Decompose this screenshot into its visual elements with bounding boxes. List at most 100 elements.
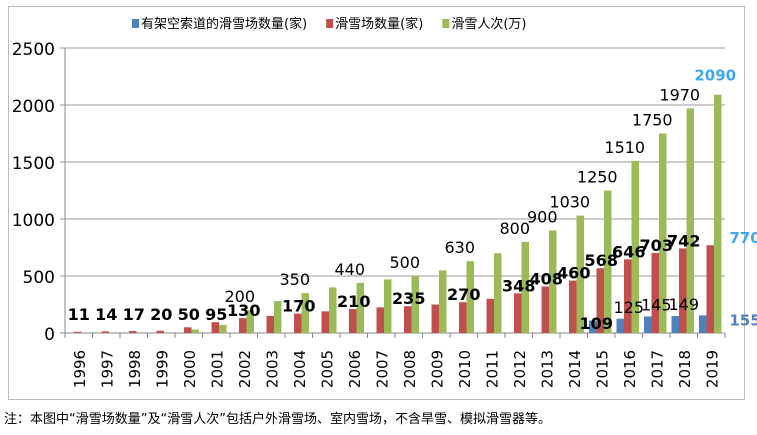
bar-2-2004 [301, 293, 309, 333]
x-tick-label: 2019 [703, 350, 721, 388]
x-tick-label: 2013 [538, 350, 556, 388]
bar-2-2008 [411, 276, 419, 333]
data-label: 460 [557, 264, 590, 283]
y-tick-label: 2500 [12, 40, 55, 60]
data-label: 109 [580, 314, 613, 333]
bar-2-2016 [631, 160, 639, 333]
legend-label: 有架空索道的滑雪场数量(家) [141, 16, 307, 32]
data-label: 900 [527, 207, 558, 226]
x-tick-label: 2016 [621, 350, 639, 388]
bar-1-2007 [376, 307, 384, 333]
x-tick-label: 1998 [126, 350, 144, 388]
y-tick-label: 500 [23, 268, 55, 288]
bar-0-2017 [644, 316, 652, 333]
x-tick-label: 2003 [263, 350, 281, 388]
bar-2-2002 [246, 310, 254, 333]
bar-chart: 0 500 1000 1500 2000 2500 1996 1997 1998 1999 2000… [12, 16, 757, 388]
x-tick-label: 1999 [153, 350, 171, 388]
data-label: 50 [178, 305, 200, 324]
data-label: 440 [334, 260, 365, 279]
bar-1-2001 [211, 322, 219, 333]
bar-0-2019 [699, 315, 707, 333]
bar-2-2007 [384, 279, 392, 333]
data-label: 155 [729, 311, 757, 329]
data-label: 270 [447, 285, 480, 304]
x-tick-label: 2014 [566, 350, 584, 388]
data-label: 130 [227, 301, 260, 320]
y-tick-label: 1000 [12, 211, 55, 231]
data-label: 1030 [549, 193, 590, 212]
x-tick-label: 2015 [593, 350, 611, 388]
bar-1-2008 [404, 306, 412, 333]
legend-label: 滑雪场数量(家) [335, 16, 423, 32]
data-label: 500 [389, 253, 420, 272]
bar-1-2016 [624, 259, 632, 333]
bar-1-2017 [651, 252, 659, 333]
bar-1-2015 [596, 268, 604, 333]
data-label: 2090 [694, 67, 736, 85]
bar-2-2001 [219, 325, 227, 333]
bar-0-2015 [589, 320, 597, 333]
bar-2-2014 [576, 215, 584, 333]
y-tick-label: 2000 [12, 97, 55, 117]
data-label: 1970 [659, 85, 700, 104]
bar-1-1998 [129, 331, 137, 333]
bar-0-2016 [616, 318, 624, 333]
bar-1-2012 [514, 293, 522, 333]
bar-1-1999 [156, 330, 164, 333]
chart-frame [8, 6, 745, 400]
data-label: 170 [282, 297, 315, 316]
data-label: 770 [729, 229, 757, 247]
x-tick-label: 2017 [648, 350, 666, 388]
data-label: 350 [279, 270, 310, 289]
data-label: 1750 [632, 111, 673, 130]
bar-1-2003 [266, 315, 274, 333]
x-tick-label: 1997 [98, 350, 116, 388]
x-tick-label: 2018 [676, 350, 694, 388]
bar-1-2014 [569, 280, 577, 333]
data-label: 1250 [577, 168, 618, 187]
data-label: 95 [205, 305, 227, 324]
data-label: 17 [123, 305, 145, 324]
data-label: 11 [68, 305, 90, 324]
legend-swatch [326, 19, 334, 28]
bar-2-2011 [494, 253, 502, 333]
data-label: 408 [530, 269, 563, 288]
data-label: 348 [502, 276, 535, 295]
bar-2-2005 [329, 287, 337, 333]
x-tick-label: 2007 [373, 350, 391, 388]
bar-0-2018 [671, 316, 679, 333]
bar-1-2004 [294, 313, 302, 333]
x-tick-label: 2005 [318, 350, 336, 388]
bar-2-2009 [439, 270, 447, 333]
x-tick-label: 2000 [181, 350, 199, 388]
x-tick-label: 2012 [511, 350, 529, 388]
x-tick-label: 2004 [291, 350, 309, 388]
data-label: 703 [640, 236, 673, 255]
x-tick-label: 2001 [208, 350, 226, 388]
legend-label: 滑雪人次(万) [451, 16, 526, 32]
x-tick-label: 1996 [71, 350, 89, 388]
data-label: 145 [641, 295, 672, 314]
data-label: 800 [499, 219, 530, 238]
data-label: 210 [337, 292, 370, 311]
data-label: 646 [612, 242, 645, 261]
bar-1-2002 [239, 318, 247, 333]
legend-swatch [442, 19, 450, 28]
bar-2-2015 [604, 190, 612, 333]
bar-1-2013 [541, 286, 549, 333]
bar-2-2017 [659, 133, 667, 333]
bar-1-2011 [486, 298, 494, 333]
bar-2-2006 [356, 282, 364, 333]
bar-2-2010 [466, 261, 474, 333]
bar-2-2019 [714, 94, 722, 334]
bar-1-1996 [74, 331, 82, 333]
bar-1-2000 [184, 327, 192, 333]
data-label: 125 [613, 298, 644, 317]
bar-2-2018 [686, 108, 694, 333]
bar-2-2003 [274, 301, 282, 333]
data-label: 149 [668, 295, 699, 314]
x-tick-label: 2010 [456, 350, 474, 388]
x-tick-label: 2002 [236, 350, 254, 388]
data-label: 630 [444, 238, 475, 257]
